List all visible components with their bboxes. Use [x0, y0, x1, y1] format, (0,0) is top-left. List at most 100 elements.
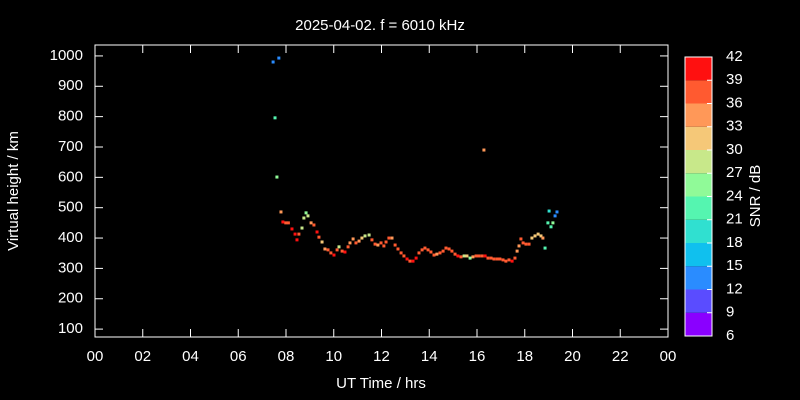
colorbar-band: [685, 150, 712, 174]
data-point: [290, 227, 294, 231]
colorbar-band: [685, 219, 712, 243]
colorbar-band: [685, 312, 712, 336]
data-point: [432, 253, 436, 257]
colorbar-tick-label: 15: [726, 257, 743, 274]
colorbar-band: [685, 173, 712, 197]
data-point: [346, 245, 350, 249]
x-tick-label: 08: [278, 348, 295, 365]
colorbar-band: [685, 103, 712, 127]
colorbar-tick-label: 21: [726, 211, 743, 228]
colorbar-band: [685, 243, 712, 267]
data-point: [402, 254, 406, 258]
data-point: [379, 241, 383, 245]
data-point: [435, 252, 439, 256]
data-point: [279, 210, 283, 214]
colorbar-tick-label: 6: [726, 327, 734, 344]
data-point: [495, 257, 499, 261]
colorbar-band: [685, 266, 712, 290]
data-point: [515, 249, 519, 253]
data-point: [551, 221, 555, 225]
data-point: [312, 223, 316, 227]
data-point: [317, 235, 321, 239]
data-point: [543, 246, 547, 250]
data-point: [323, 247, 327, 251]
data-point: [477, 254, 481, 258]
chart-title: 2025-04-02. f = 6010 kHz: [295, 17, 465, 34]
data-point: [405, 257, 409, 261]
data-point: [453, 252, 457, 256]
x-tick-label: 02: [134, 348, 151, 365]
data-point: [438, 251, 442, 255]
colorbar-tick-label: 39: [726, 71, 743, 88]
data-point: [396, 247, 400, 251]
data-point: [423, 246, 427, 250]
data-point: [393, 243, 397, 247]
data-point: [441, 249, 445, 253]
colorbar-tick-label: 42: [726, 48, 743, 65]
colorbar-band: [685, 126, 712, 150]
data-point: [492, 257, 496, 261]
data-point: [384, 240, 388, 244]
data-point: [533, 234, 537, 238]
data-point: [286, 221, 290, 225]
data-point: [504, 259, 508, 263]
y-tick-label: 600: [58, 168, 83, 185]
data-point: [387, 236, 391, 240]
data-point: [483, 254, 487, 258]
data-point: [354, 241, 358, 245]
x-tick-label: 00: [87, 348, 104, 365]
colorbar-tick-label: 18: [726, 234, 743, 251]
data-point: [527, 242, 531, 246]
data-point: [335, 248, 339, 252]
data-point: [510, 259, 514, 263]
data-point: [370, 238, 374, 242]
x-tick-label: 22: [612, 348, 629, 365]
data-point: [284, 221, 288, 225]
data-point: [297, 232, 301, 236]
data-point: [521, 241, 525, 245]
data-point: [546, 221, 550, 225]
data-point: [530, 236, 534, 240]
colorbar-tick-label: 24: [726, 187, 743, 204]
y-tick-label: 1000: [50, 47, 83, 64]
x-tick-label: 16: [469, 348, 486, 365]
data-point: [363, 234, 367, 238]
data-point: [295, 238, 299, 242]
data-point: [426, 248, 430, 252]
data-point: [513, 256, 517, 260]
plot-frame: [94, 44, 669, 338]
data-point: [501, 258, 505, 262]
data-point: [541, 236, 545, 240]
y-tick-label: 100: [58, 320, 83, 337]
data-point: [300, 226, 304, 230]
x-tick-label: 10: [325, 348, 342, 365]
colorbar-band: [685, 196, 712, 220]
y-tick-label: 500: [58, 199, 83, 216]
y-tick-label: 400: [58, 229, 83, 246]
data-point: [302, 216, 306, 220]
data-point: [293, 232, 297, 236]
data-point: [450, 249, 454, 253]
data-point: [489, 256, 493, 260]
x-tick-label: 06: [230, 348, 247, 365]
colorbar-tick-label: 9: [726, 304, 734, 321]
data-point: [315, 230, 319, 234]
x-tick-label: 00: [660, 348, 677, 365]
y-tick-label: 300: [58, 259, 83, 276]
x-axis-label: UT Time / hrs: [336, 375, 426, 392]
data-point: [273, 116, 277, 120]
y-tick-label: 700: [58, 138, 83, 155]
data-point: [465, 254, 469, 258]
data-point: [332, 253, 336, 257]
data-point: [337, 245, 341, 249]
data-point: [306, 214, 310, 218]
colorbar-tick-label: 12: [726, 280, 743, 297]
y-tick-label: 900: [58, 77, 83, 94]
x-tick-label: 20: [564, 348, 581, 365]
data-point: [390, 236, 394, 240]
data-point: [275, 175, 279, 179]
colorbar-tick-label: 27: [726, 164, 743, 181]
data-point: [507, 258, 511, 262]
data-point: [456, 254, 460, 258]
